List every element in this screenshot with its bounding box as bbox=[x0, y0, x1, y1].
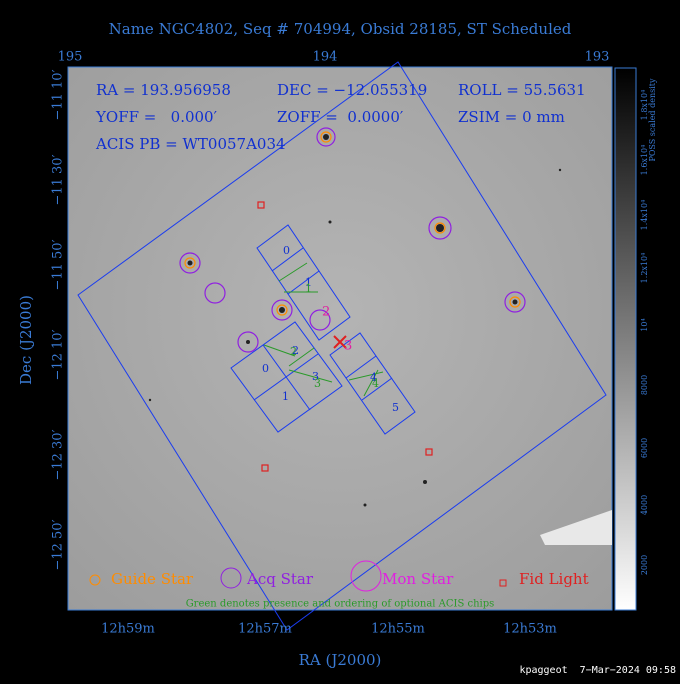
opt-chip-label: 1 bbox=[305, 282, 312, 295]
info-pb: ACIS PB = WT0057A034 bbox=[95, 135, 286, 153]
colorbar-label: 8000 bbox=[640, 375, 649, 395]
opt-chip-label: 4 bbox=[372, 377, 379, 390]
chip-label: 5 bbox=[392, 401, 399, 414]
info-dec: DEC = −12.055319 bbox=[277, 81, 427, 99]
star-markers bbox=[179, 127, 526, 472]
colorbar-label: 10⁴ bbox=[640, 318, 649, 331]
marker-label: 3 bbox=[344, 339, 352, 354]
note: Green denotes presence and ordering of o… bbox=[186, 599, 495, 610]
colorbar-label: 6000 bbox=[640, 438, 649, 458]
bottom-tick: 12h53m bbox=[503, 622, 557, 637]
colorbar-label: 2000 bbox=[640, 555, 649, 575]
x-title: RA (J2000) bbox=[299, 651, 382, 669]
chip-label: 2 bbox=[292, 344, 299, 357]
colorbar-label: 1.8x10⁴ bbox=[640, 90, 649, 121]
optional-chips bbox=[263, 262, 384, 397]
title: Name NGC4802, Seq # 704994, Obsid 28185,… bbox=[109, 20, 572, 38]
colorbar bbox=[614, 67, 637, 611]
colorbar-title: POSS scaled density bbox=[648, 78, 657, 162]
marker-label: 2 bbox=[322, 305, 330, 320]
bottom-tick: 12h59m bbox=[101, 622, 155, 637]
info-ra: RA = 193.956958 bbox=[96, 81, 231, 99]
left-tick: −11 50′ bbox=[51, 239, 66, 290]
legend-fid: Fid Light bbox=[519, 570, 589, 588]
chip-label: 4 bbox=[370, 371, 377, 384]
chip-label: 1 bbox=[282, 390, 289, 403]
opt-chip-label: 3 bbox=[314, 377, 321, 390]
acis-chips bbox=[230, 224, 416, 435]
footer: kpaggeot 7−Mar−2024 09:58 bbox=[519, 665, 676, 676]
opt-chip-label: 2 bbox=[290, 345, 297, 358]
legend-fid-icon bbox=[499, 579, 507, 587]
top-tick: 193 bbox=[585, 50, 610, 65]
image-edge bbox=[540, 510, 612, 545]
chip-label: 3 bbox=[312, 370, 319, 383]
left-tick: −12 10′ bbox=[51, 329, 66, 380]
colorbar-label: 4000 bbox=[640, 495, 649, 515]
field-of-view bbox=[77, 61, 607, 631]
top-tick: 195 bbox=[58, 50, 83, 65]
colorbar-label: 1.2x10⁴ bbox=[640, 253, 649, 284]
info-zsim: ZSIM = 0 mm bbox=[458, 108, 565, 126]
info-yoff: YOFF = 0.000′ bbox=[95, 108, 218, 126]
stars bbox=[148, 134, 562, 507]
info-zoff: ZOFF = 0.0000′ bbox=[277, 108, 404, 126]
left-tick: −11 10′ bbox=[51, 69, 66, 120]
chip-label: 0 bbox=[262, 362, 269, 375]
left-tick: −11 30′ bbox=[51, 154, 66, 205]
legend-acq-icon bbox=[220, 567, 242, 589]
chip-label: 1 bbox=[305, 276, 312, 289]
image bbox=[67, 66, 613, 611]
top-tick: 194 bbox=[313, 50, 338, 65]
info-roll: ROLL = 55.5631 bbox=[458, 81, 586, 99]
legend-guide-icon bbox=[89, 574, 101, 586]
left-tick: −12 30′ bbox=[51, 429, 66, 480]
chip-label: 0 bbox=[283, 244, 290, 257]
legend-mon: Mon Star bbox=[382, 570, 454, 588]
colorbar-label: 1.6x10⁴ bbox=[640, 145, 649, 176]
legend-acq: Acq Star bbox=[246, 570, 314, 588]
left-tick: −12 50′ bbox=[51, 519, 66, 570]
legend-mon-icon bbox=[350, 560, 382, 592]
bottom-tick: 12h57m bbox=[238, 622, 292, 637]
legend-guide: Guide Star bbox=[111, 570, 194, 588]
bottom-tick: 12h55m bbox=[371, 622, 425, 637]
y-title: Dec (J2000) bbox=[17, 295, 35, 385]
colorbar-label: 1.4x10⁴ bbox=[640, 200, 649, 231]
